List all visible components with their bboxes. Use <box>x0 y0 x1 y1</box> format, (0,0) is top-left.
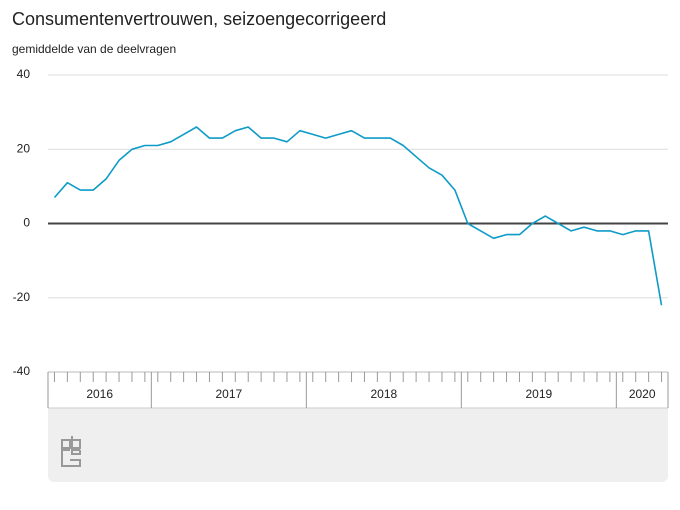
x-group-label: 2019 <box>525 387 552 401</box>
y-axis-label: gemiddelde van de deelvragen <box>12 42 176 56</box>
y-tick-label: 20 <box>17 141 31 155</box>
x-group-label: 2018 <box>370 387 397 401</box>
logo <box>61 436 81 467</box>
y-tick-label: 0 <box>23 216 30 230</box>
x-group-label: 2020 <box>629 387 656 401</box>
chart-title: Consumentenvertrouwen, seizoengecorrigee… <box>12 9 386 29</box>
y-tick-label: -40 <box>13 364 31 378</box>
y-tick-label: 40 <box>17 67 31 81</box>
y-tick-label: -20 <box>13 290 31 304</box>
line <box>53 126 663 306</box>
x-group-label: 2017 <box>215 387 242 401</box>
footer <box>48 408 668 482</box>
x-group-label: 2016 <box>86 387 113 401</box>
